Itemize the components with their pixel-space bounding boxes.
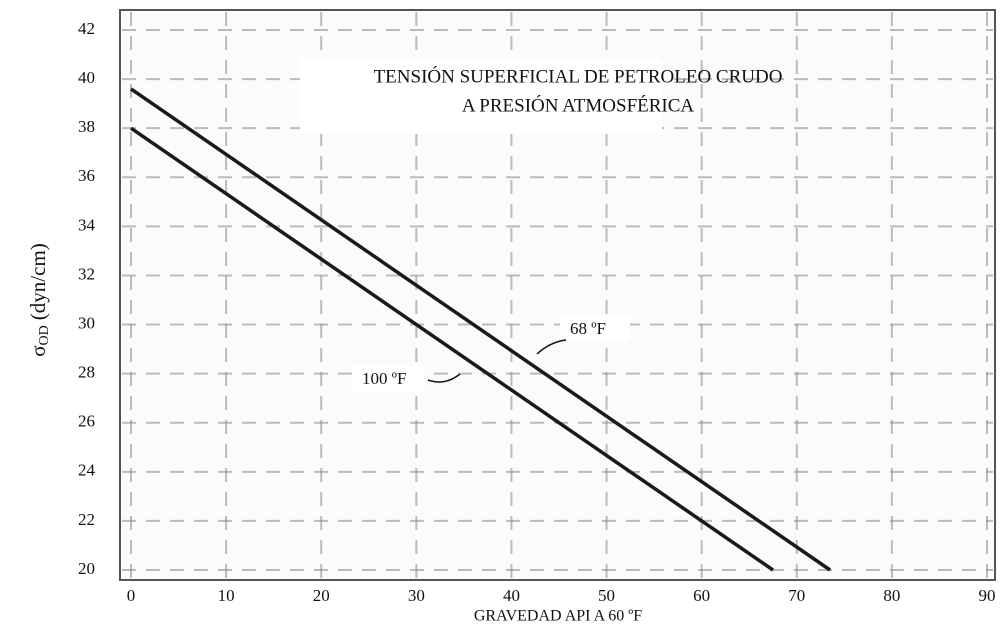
chart-title: A PRESIÓN ATMOSFÉRICA — [462, 94, 695, 116]
chart-title: TENSIÓN SUPERFICIAL DE PETROLEO CRUDO — [374, 65, 783, 87]
lines — [130, 87, 832, 572]
x-tick-label: 30 — [408, 586, 425, 605]
x-tick-label: 10 — [218, 586, 235, 605]
title-box — [300, 58, 662, 134]
y-tick-label: 20 — [78, 559, 95, 578]
y-tick-label: 34 — [78, 215, 96, 234]
annotation: 68 ºF — [570, 319, 606, 338]
y-axis-subscript: OD — [37, 325, 52, 345]
data-line — [130, 87, 832, 572]
annotation-box — [352, 366, 424, 392]
y-tick-label: 32 — [78, 264, 95, 283]
y-tick-label: 24 — [78, 461, 96, 480]
x-tick-label: 0 — [127, 586, 136, 605]
y-tick-label: 42 — [78, 19, 95, 38]
data-line — [130, 126, 774, 572]
y-tick-label: 22 — [78, 510, 95, 529]
x-tick-label: 20 — [313, 586, 330, 605]
y-tick-label: 26 — [78, 412, 95, 431]
x-tick-label: 90 — [979, 586, 996, 605]
y-tick-label: 28 — [78, 363, 95, 382]
y-tick-label: 40 — [78, 68, 95, 87]
y-tick-label: 38 — [78, 117, 95, 136]
leader-line — [427, 373, 461, 383]
x-tick-label: 80 — [883, 586, 900, 605]
x-tick-label: 60 — [693, 586, 710, 605]
annotation-box — [560, 316, 630, 342]
x-tick-label: 70 — [788, 586, 805, 605]
annotation: 100 ºF — [362, 369, 406, 388]
x-tick-label: 50 — [598, 586, 615, 605]
x-axis-label: GRAVEDAD API A 60 ºF — [474, 608, 642, 625]
y-tick-label: 36 — [78, 166, 95, 185]
leader-line — [536, 339, 567, 355]
y-axis-unit: (dyn/cm) — [26, 243, 50, 320]
x-tick-label: 40 — [503, 586, 520, 605]
y-tick-label: 30 — [78, 313, 95, 332]
y-axis-label: σOD (dyn/cm) — [26, 243, 52, 357]
y-axis-symbol: σ — [26, 345, 50, 356]
